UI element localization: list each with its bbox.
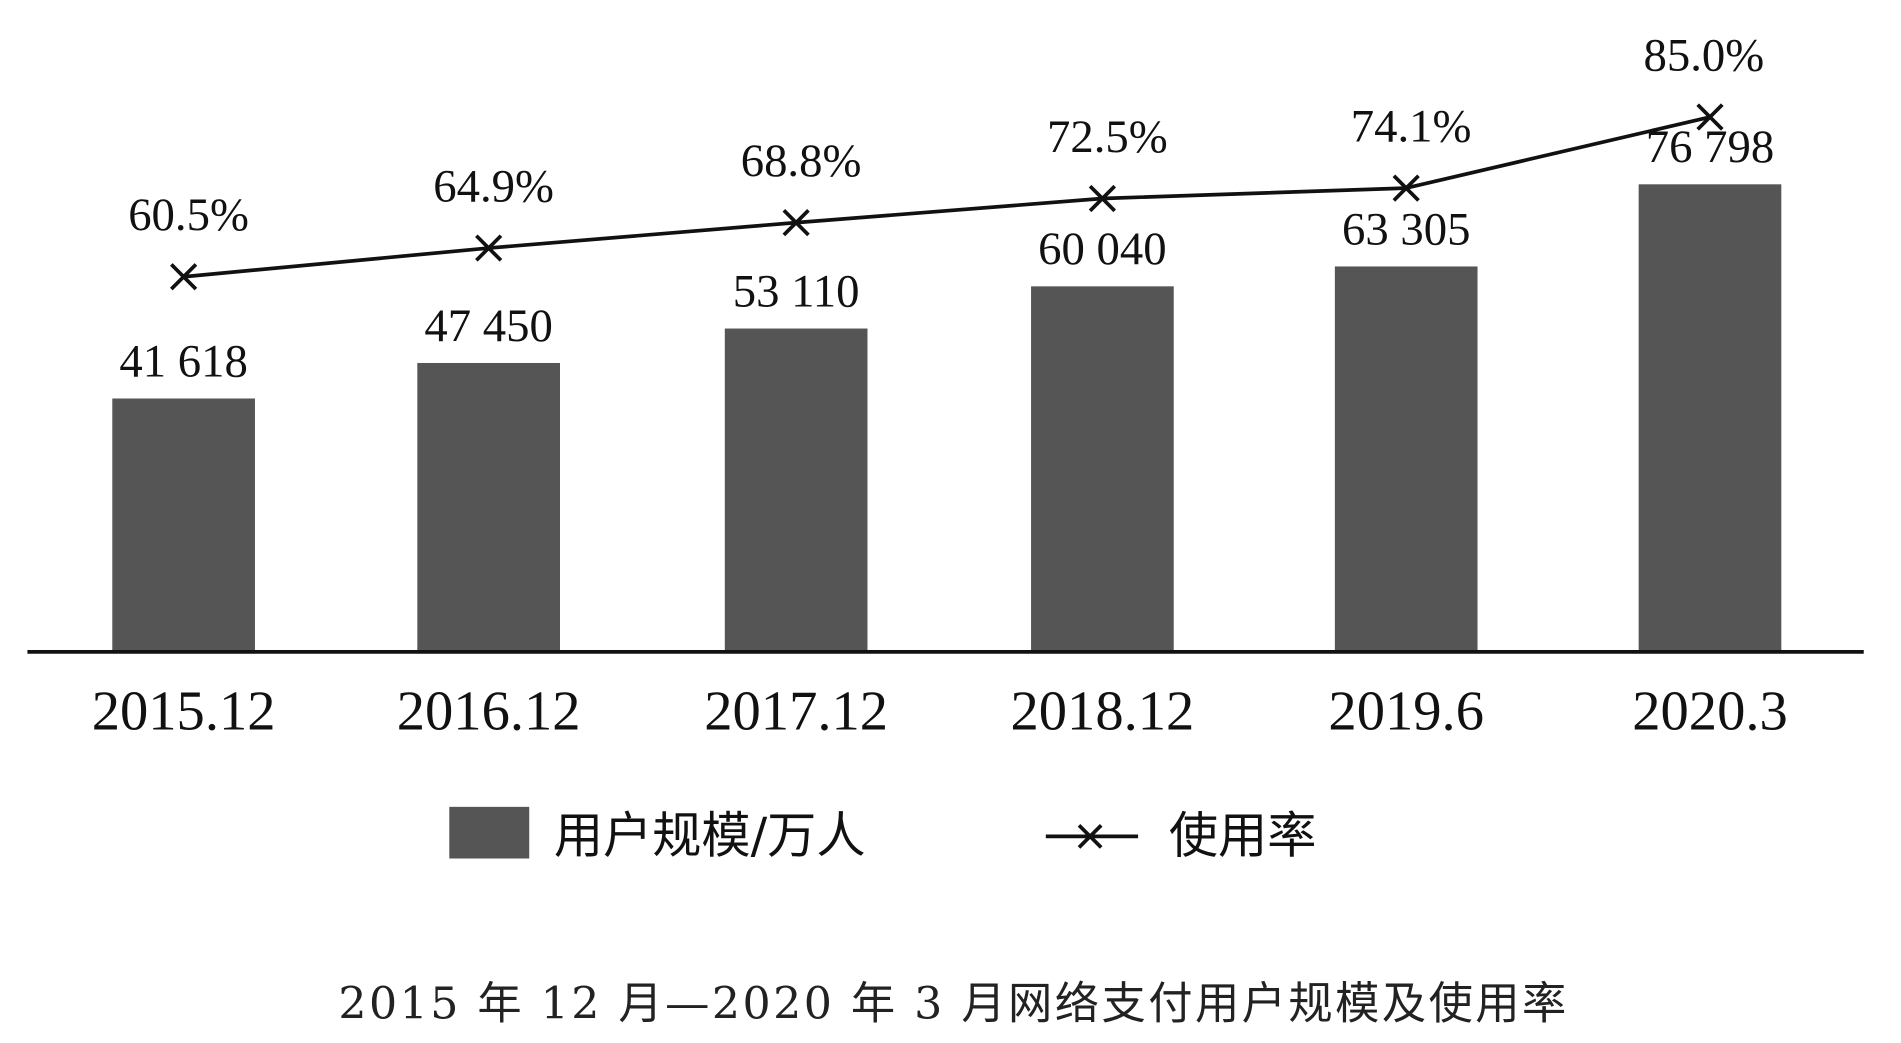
legend-bar-swatch: [449, 806, 530, 859]
rate-value-label: 60.5%: [128, 189, 249, 241]
bar-series: [112, 184, 1782, 652]
data-labels: 41 618 47 450 53 110 60 040 63 305 76 798 60.5…: [119, 29, 1774, 387]
rate-value-label: 74.1%: [1351, 100, 1472, 152]
legend-bar-label: 用户规模/万人: [554, 806, 866, 864]
bar-value-label: 53 110: [733, 265, 860, 317]
legend: 用户规模/万人 使用率: [449, 806, 1316, 864]
bar-2017.12: [724, 328, 868, 652]
bar-value-label: 41 618: [119, 335, 247, 387]
usage-rate-line: [183, 115, 1711, 279]
rate-value-label: 64.9%: [433, 160, 554, 212]
x-tick-label: 2019.6: [1328, 680, 1484, 742]
x-marker-2019.6: [1392, 174, 1420, 202]
line-series: [170, 103, 1724, 291]
bar-2020.3: [1638, 184, 1782, 652]
rate-value-label: 68.8%: [741, 135, 862, 187]
bar-value-label: 63 305: [1342, 203, 1470, 255]
bar-2018.12: [1031, 286, 1174, 652]
bar-value-label: 60 040: [1038, 223, 1166, 275]
rate-value-label: 72.5%: [1047, 111, 1168, 163]
x-tick-label: 2020.3: [1632, 680, 1788, 742]
legend-x-marker-icon: [1077, 823, 1103, 849]
legend-line-label: 使用率: [1169, 806, 1317, 864]
x-marker-2018.12: [1088, 184, 1117, 213]
x-axis-ticks: 2015.12 2016.12 2017.12 2018.12 2019.6 2020.3: [92, 680, 1788, 742]
bar-2016.12: [417, 362, 560, 652]
x-marker-2016.12: [475, 234, 503, 262]
bar-2015.12: [112, 398, 255, 652]
chart-title: 2015 年 12 月—2020 年 3 月网络支付用户规模及使用率: [338, 978, 1568, 1029]
x-marker-2017.12: [782, 209, 810, 237]
x-tick-label: 2016.12: [397, 680, 581, 742]
x-tick-label: 2015.12: [92, 680, 276, 742]
x-tick-label: 2018.12: [1010, 680, 1194, 742]
x-marker-2015.12: [170, 263, 198, 291]
bar-2019.6: [1334, 266, 1478, 652]
bar-value-label: 47 450: [424, 300, 552, 352]
bar-value-label: 76 798: [1646, 121, 1774, 173]
rate-value-label: 85.0%: [1644, 29, 1765, 81]
x-tick-label: 2017.12: [704, 680, 888, 742]
x-marker-2020.3: [1696, 103, 1724, 131]
